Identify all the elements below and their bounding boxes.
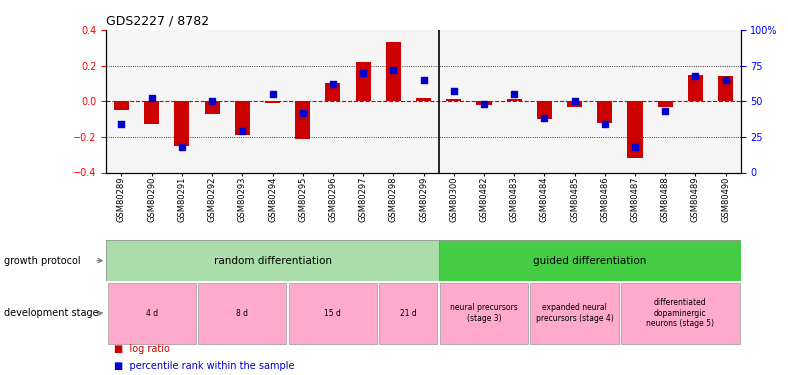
Bar: [477, 101, 492, 105]
Point: [387, 67, 400, 73]
Point: [145, 95, 158, 101]
Bar: [567, 101, 582, 106]
Point: [266, 91, 279, 97]
Bar: [537, 101, 552, 119]
Point: [598, 121, 611, 127]
Bar: [416, 98, 431, 101]
Bar: [325, 84, 340, 101]
Text: 21 d: 21 d: [400, 309, 417, 318]
Point: [296, 110, 309, 116]
Text: neural precursors
(stage 3): neural precursors (stage 3): [450, 303, 518, 323]
Bar: [597, 101, 612, 123]
Bar: [289, 282, 377, 344]
Bar: [355, 62, 370, 101]
Text: expanded neural
precursors (stage 4): expanded neural precursors (stage 4): [536, 303, 614, 323]
Bar: [718, 76, 733, 101]
Bar: [380, 282, 437, 344]
Bar: [265, 101, 280, 103]
Text: 4 d: 4 d: [146, 309, 158, 318]
Point: [659, 108, 671, 114]
Bar: [439, 240, 741, 281]
Point: [689, 73, 701, 79]
Point: [448, 88, 460, 94]
Bar: [235, 101, 250, 135]
Bar: [440, 282, 528, 344]
Point: [326, 81, 339, 87]
Bar: [205, 101, 220, 114]
Text: guided differentiation: guided differentiation: [533, 256, 646, 266]
Bar: [199, 282, 286, 344]
Bar: [507, 99, 522, 101]
Point: [115, 121, 128, 127]
Point: [507, 91, 520, 97]
Text: development stage: development stage: [4, 308, 98, 318]
Bar: [386, 42, 401, 101]
Text: growth protocol: growth protocol: [4, 256, 80, 266]
Point: [568, 98, 581, 104]
Bar: [446, 99, 461, 101]
Text: random differentiation: random differentiation: [214, 256, 332, 266]
Bar: [144, 101, 159, 124]
Bar: [627, 101, 642, 158]
Text: ■  log ratio: ■ log ratio: [114, 344, 170, 354]
Bar: [108, 282, 195, 344]
Point: [176, 144, 188, 150]
Point: [719, 77, 732, 83]
Bar: [621, 282, 739, 344]
Text: 15 d: 15 d: [325, 309, 341, 318]
Bar: [174, 101, 189, 146]
Bar: [658, 101, 673, 106]
Point: [629, 144, 641, 150]
Bar: [688, 75, 703, 101]
Point: [206, 98, 218, 104]
Bar: [296, 101, 310, 139]
Point: [538, 116, 551, 122]
Text: GDS2227 / 8782: GDS2227 / 8782: [106, 14, 210, 27]
Text: differentiated
dopaminergic
neurons (stage 5): differentiated dopaminergic neurons (sta…: [646, 298, 714, 328]
Point: [236, 128, 248, 134]
Bar: [106, 240, 439, 281]
Point: [478, 101, 490, 107]
Bar: [114, 101, 129, 110]
Point: [417, 77, 429, 83]
Text: 8 d: 8 d: [236, 309, 248, 318]
Text: ■  percentile rank within the sample: ■ percentile rank within the sample: [114, 361, 295, 371]
Point: [357, 70, 370, 76]
Bar: [530, 282, 619, 344]
